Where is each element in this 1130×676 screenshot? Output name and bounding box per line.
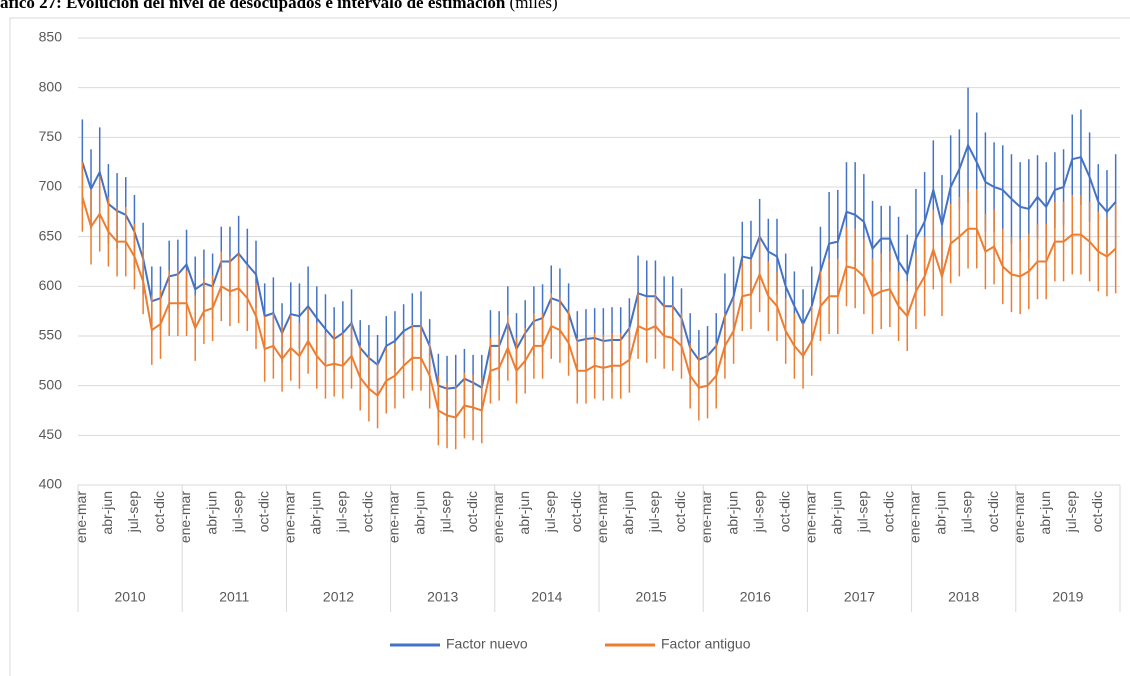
x-tick-label: ene-mar <box>73 491 89 543</box>
group-label: 2013 <box>427 589 458 605</box>
x-tick-label: abr-jun <box>412 491 428 535</box>
x-tick-label: jul-sep <box>646 491 662 533</box>
x-tick-label: ene-mar <box>386 491 402 543</box>
x-tick-label: abr-jun <box>1037 491 1053 535</box>
x-tick-label: jul-sep <box>438 491 454 533</box>
x-tick-label: oct-dic <box>255 491 271 532</box>
x-tick-label: oct-dic <box>360 491 376 532</box>
x-tick-label: abr-jun <box>620 491 636 535</box>
chart-border <box>9 17 1130 676</box>
x-tick-label: jul-sep <box>855 491 871 533</box>
y-tick-label: 450 <box>39 426 63 442</box>
x-tick-label: abr-jun <box>307 491 323 535</box>
y-tick-label: 800 <box>39 78 63 94</box>
x-tick-label: jul-sep <box>334 491 350 533</box>
x-tick-label: abr-jun <box>724 491 740 535</box>
x-tick-label: oct-dic <box>1089 491 1105 532</box>
group-label: 2016 <box>740 589 771 605</box>
y-tick-label: 400 <box>39 476 63 492</box>
group-label: 2019 <box>1052 589 1083 605</box>
y-tick-label: 700 <box>39 178 63 194</box>
x-tick-label: ene-mar <box>907 491 923 543</box>
legend-label: Factor antiguo <box>661 636 751 652</box>
x-tick-label: jul-sep <box>229 491 245 533</box>
title-main: áfico 27: Evolución del nivel de desocup… <box>0 0 506 12</box>
x-tick-label: abr-jun <box>203 491 219 535</box>
x-tick-label: ene-mar <box>698 491 714 543</box>
x-tick-label: jul-sep <box>125 491 141 533</box>
group-label: 2010 <box>115 589 146 605</box>
y-tick-label: 500 <box>39 376 63 392</box>
x-tick-label: ene-mar <box>281 491 297 543</box>
x-tick-label: abr-jun <box>516 491 532 535</box>
x-tick-label: jul-sep <box>1063 491 1079 533</box>
x-tick-label: abr-jun <box>933 491 949 535</box>
x-tick-label: abr-jun <box>99 491 115 535</box>
y-tick-label: 850 <box>39 29 63 45</box>
x-tick-label: oct-dic <box>672 491 688 532</box>
legend-label: Factor nuevo <box>446 636 528 652</box>
series-line <box>81 142 1117 390</box>
x-tick-label: oct-dic <box>151 491 167 532</box>
y-tick-label: 750 <box>39 128 63 144</box>
title-unit: (miles) <box>510 0 558 12</box>
x-tick-label: ene-mar <box>177 491 193 543</box>
x-tick-label: jul-sep <box>542 491 558 533</box>
group-label: 2017 <box>844 589 875 605</box>
y-tick-label: 600 <box>39 277 63 293</box>
group-label: 2018 <box>948 589 979 605</box>
x-tick-label: ene-mar <box>802 491 818 543</box>
series-line <box>81 196 1117 419</box>
group-label: 2014 <box>531 589 562 605</box>
x-tick-label: oct-dic <box>985 491 1001 532</box>
x-tick-label: oct-dic <box>776 491 792 532</box>
x-tick-label: oct-dic <box>881 491 897 532</box>
group-label: 2015 <box>636 589 667 605</box>
x-tick-label: ene-mar <box>1011 491 1027 543</box>
y-tick-label: 550 <box>39 327 63 343</box>
x-tick-label: oct-dic <box>568 491 584 532</box>
group-label: 2011 <box>219 589 249 605</box>
y-tick-label: 650 <box>39 227 63 243</box>
x-tick-label: jul-sep <box>959 491 975 533</box>
group-label: 2012 <box>323 589 354 605</box>
chart-title: áfico 27: Evolución del nivel de desocup… <box>0 0 558 12</box>
x-tick-label: abr-jun <box>828 491 844 535</box>
x-tick-label: jul-sep <box>750 491 766 533</box>
x-tick-label: oct-dic <box>464 491 480 532</box>
x-tick-label: ene-mar <box>594 491 610 543</box>
x-tick-label: ene-mar <box>490 491 506 543</box>
